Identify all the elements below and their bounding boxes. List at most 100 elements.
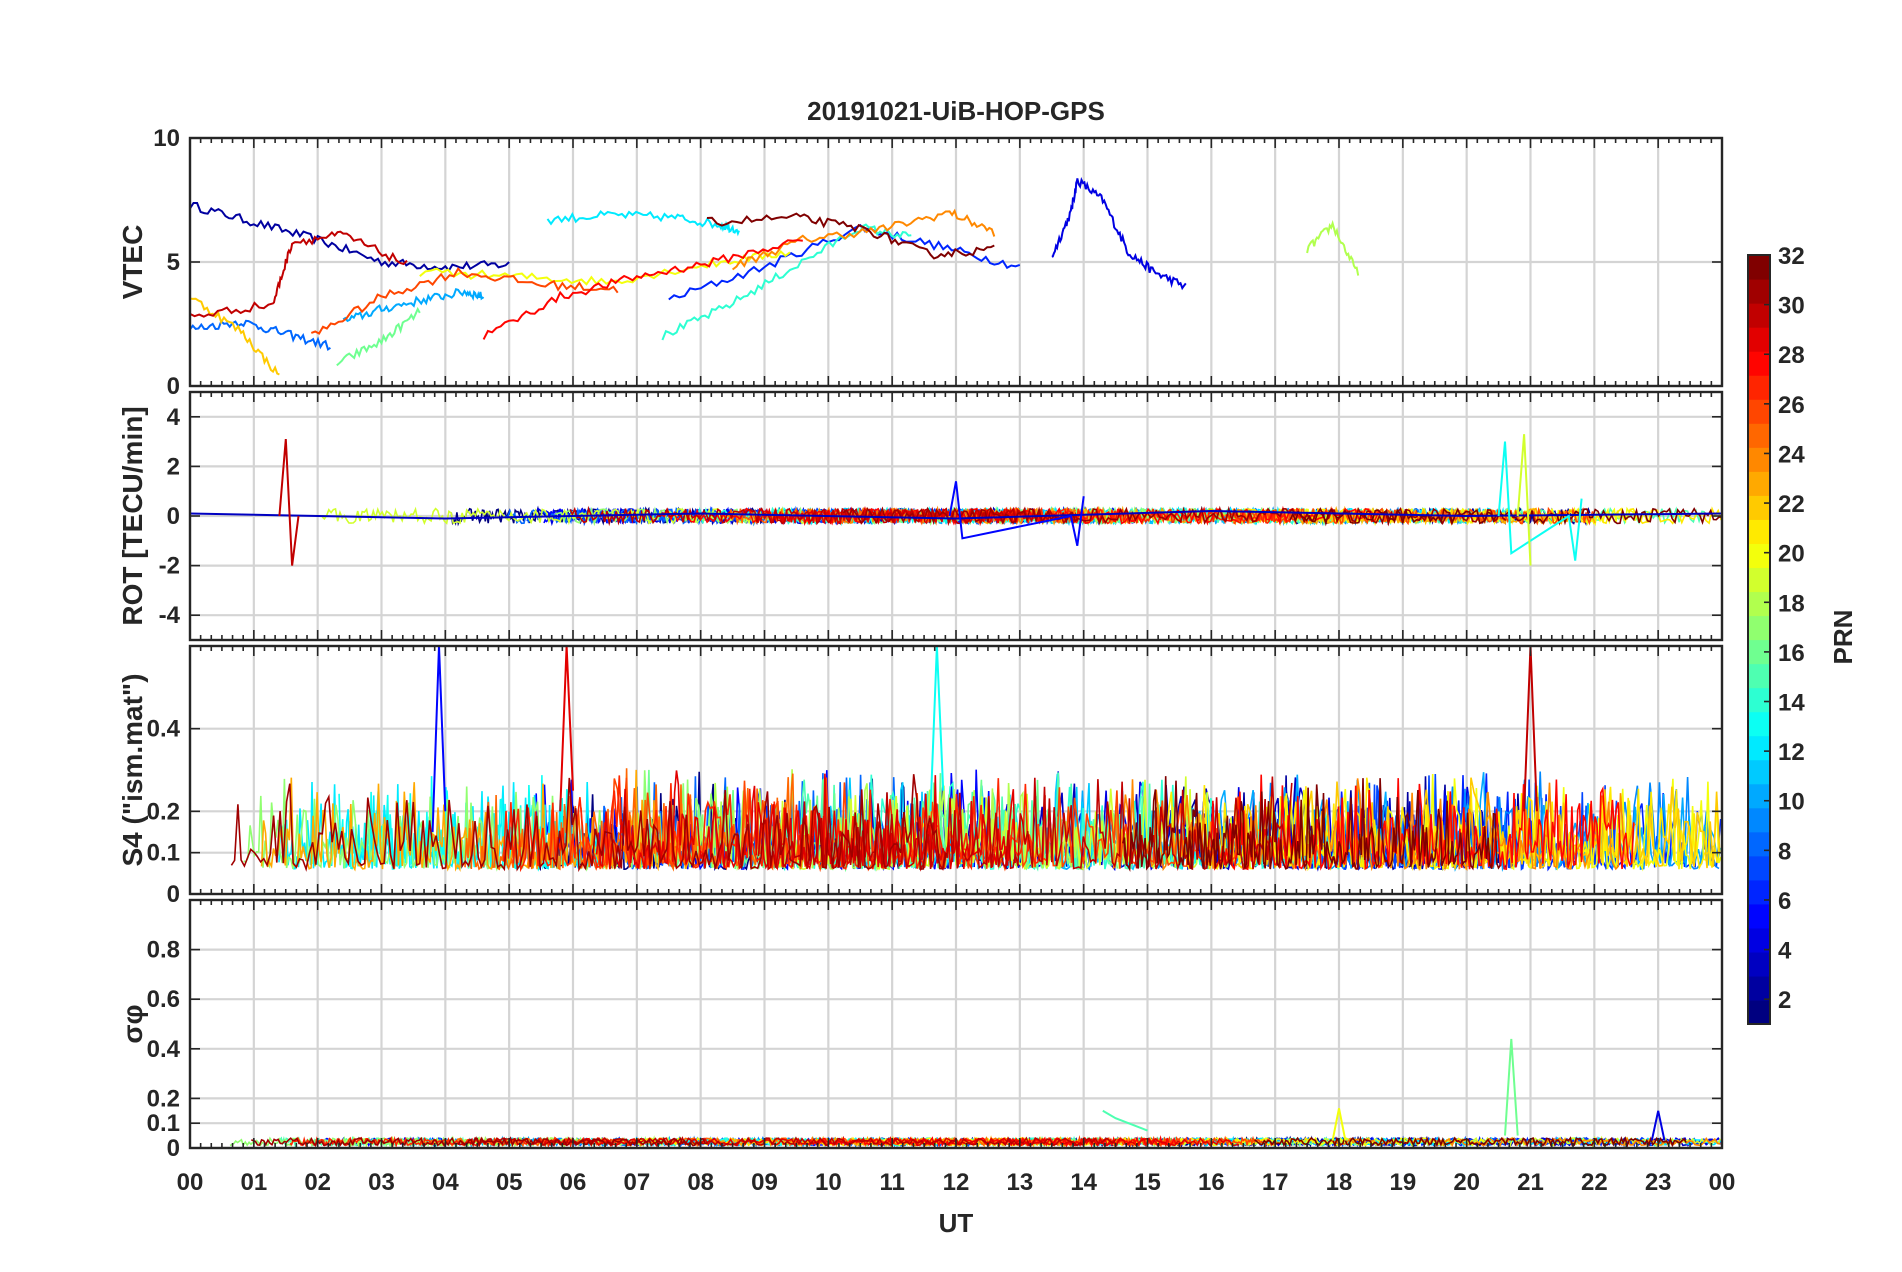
colorbar-swatch bbox=[1748, 543, 1770, 569]
colorbar-tick-label: 22 bbox=[1778, 491, 1805, 518]
colorbar-swatch bbox=[1748, 303, 1770, 328]
x-tick-label: 17 bbox=[1262, 1169, 1289, 1196]
chart-title: 20191021-UiB-HOP-GPS bbox=[807, 96, 1105, 126]
colorbar-tick-label: 12 bbox=[1778, 739, 1805, 766]
rot-series-prn-13 bbox=[1497, 441, 1583, 561]
vtec-series-prn-24 bbox=[732, 208, 996, 271]
x-tick-label: 16 bbox=[1198, 1169, 1225, 1196]
colorbar-swatch bbox=[1748, 519, 1770, 544]
rot-series-prn-5 bbox=[948, 481, 1085, 547]
colorbar-swatch bbox=[1748, 783, 1770, 809]
colorbar-swatch bbox=[1748, 375, 1770, 400]
colorbar-tick-label: 4 bbox=[1778, 938, 1792, 965]
s4-series-prn-13 bbox=[929, 646, 945, 812]
colorbar-swatch bbox=[1748, 591, 1770, 617]
s4-series-prn-29 bbox=[559, 646, 574, 812]
colorbar-tick-label: 14 bbox=[1778, 690, 1805, 717]
colorbar-tick-label: 30 bbox=[1778, 293, 1805, 320]
x-tick-label: 03 bbox=[368, 1169, 395, 1196]
x-axis: 00 01 02 03 04 05 06 07 08 09 10 11 12 13 14 15 16 17 18 19… bbox=[177, 1169, 1736, 1196]
vtec-y-tick-label: 10 bbox=[153, 125, 180, 152]
vtec-series-prn-14 bbox=[661, 223, 912, 341]
vtec-grid bbox=[188, 136, 1724, 388]
x-tick-label: 12 bbox=[943, 1169, 970, 1196]
x-tick-label: 13 bbox=[1006, 1169, 1033, 1196]
x-tick-label: 04 bbox=[432, 1169, 459, 1196]
vtec-panel: 0 5 10 VTEC bbox=[117, 125, 1724, 400]
rot-y-tick-label: 4 bbox=[167, 404, 181, 431]
colorbar-swatch bbox=[1748, 999, 1770, 1025]
x-tick-label: 11 bbox=[879, 1169, 904, 1196]
colorbar-swatch bbox=[1748, 567, 1770, 593]
colorbar-swatch bbox=[1748, 615, 1770, 641]
s4-panel: 0 0.1 0.2 0.4S4 ("ism.mat") bbox=[117, 644, 1724, 908]
colorbar-tick-label: 18 bbox=[1778, 590, 1805, 617]
colorbar-swatch bbox=[1748, 663, 1770, 689]
colorbar-frame bbox=[1747, 254, 1771, 1025]
colorbar-tick-label: 24 bbox=[1778, 441, 1805, 468]
vtec-series-prn-16 bbox=[336, 306, 421, 367]
x-tick-label: 00 bbox=[1709, 1169, 1736, 1196]
sigma_phi-grid bbox=[188, 900, 1724, 1150]
colorbar-swatch bbox=[1748, 639, 1770, 665]
s4-y-axis-label: S4 ("ism.mat") bbox=[117, 673, 148, 866]
vtec-series-prn-28 bbox=[482, 239, 803, 340]
x-tick-label: 06 bbox=[560, 1169, 587, 1196]
sigma_phi-series-prn-4 bbox=[1650, 1110, 1666, 1141]
sigma_phi-y-tick-label: 0.2 bbox=[147, 1085, 180, 1112]
rot-y-tick-label: 0 bbox=[167, 503, 180, 530]
sigma_phi-y-tick-label: 0.4 bbox=[147, 1036, 181, 1063]
vtec-series-prn-2 bbox=[190, 202, 510, 273]
noise-trace-prn-10 bbox=[1050, 772, 1722, 873]
rot-y-tick-label: 2 bbox=[167, 453, 180, 480]
rot-y-axis-label: ROT [TECU/min] bbox=[117, 406, 148, 625]
x-tick-label: 01 bbox=[240, 1169, 267, 1196]
colorbar-swatch bbox=[1748, 951, 1770, 977]
noise-trace-prn-32 bbox=[1253, 1135, 1687, 1148]
x-tick-label: 18 bbox=[1326, 1169, 1353, 1196]
colorbar-tick-label: 28 bbox=[1778, 342, 1805, 369]
colorbar-tick-label: 26 bbox=[1778, 392, 1805, 419]
vtec-series-prn-22 bbox=[190, 297, 280, 376]
sigma_phi-series-prn-20 bbox=[1331, 1108, 1347, 1141]
colorbar-swatch bbox=[1748, 903, 1770, 929]
vtec-series-prn-4 bbox=[1051, 176, 1187, 291]
colorbar-swatch bbox=[1748, 351, 1770, 376]
x-tick-label: 15 bbox=[1134, 1169, 1161, 1196]
sigma_phi-x-ticks bbox=[189, 900, 1723, 1148]
vtec-series-prn-30 bbox=[190, 230, 408, 318]
s4-traces bbox=[230, 646, 1722, 873]
x-tick-label: 00 bbox=[177, 1169, 204, 1196]
colorbar-swatch bbox=[1748, 807, 1770, 833]
colorbar-swatch bbox=[1748, 255, 1770, 280]
sigma_phi-series-prn-15 bbox=[1102, 1109, 1148, 1132]
rot-panel: -4 -2 0 2 4 ROT [TECU/min] bbox=[117, 390, 1724, 642]
colorbar-swatch bbox=[1748, 975, 1770, 1001]
x-tick-label: 10 bbox=[815, 1169, 842, 1196]
x-tick-label: 21 bbox=[1517, 1169, 1544, 1196]
noise-trace-prn-21 bbox=[1165, 777, 1721, 872]
x-tick-label: 09 bbox=[751, 1169, 778, 1196]
noise-trace-prn-29 bbox=[756, 506, 1028, 526]
colorbar-tick-label: 16 bbox=[1778, 640, 1805, 667]
vtec-series-prn-12 bbox=[546, 209, 740, 237]
rot-y-tick-label: -4 bbox=[159, 602, 181, 629]
x-tick-label: 23 bbox=[1645, 1169, 1672, 1196]
x-tick-label: 02 bbox=[304, 1169, 331, 1196]
sigma_phi-panel: 00.10.2 0.4 0.6 0.8 σφ bbox=[117, 898, 1724, 1162]
vtec-series-prn-18 bbox=[1306, 219, 1360, 276]
vtec-series-prn-26 bbox=[310, 266, 619, 335]
colorbar-swatch bbox=[1748, 735, 1770, 761]
noise-trace-prn-27 bbox=[502, 775, 1046, 873]
colorbar-swatch bbox=[1748, 447, 1770, 472]
x-tick-label: 07 bbox=[623, 1169, 650, 1196]
vtec-y-tick-label: 5 bbox=[167, 249, 180, 276]
colorbar-swatch bbox=[1748, 471, 1770, 496]
s4-x-ticks bbox=[189, 646, 1723, 894]
rot-series-prn-3 bbox=[190, 509, 1722, 520]
rot-series-prn-30 bbox=[278, 439, 300, 566]
sigma_phi-y-tick-label: 0.8 bbox=[147, 937, 180, 964]
x-tick-label: 08 bbox=[687, 1169, 714, 1196]
x-tick-label: 20 bbox=[1453, 1169, 1480, 1196]
